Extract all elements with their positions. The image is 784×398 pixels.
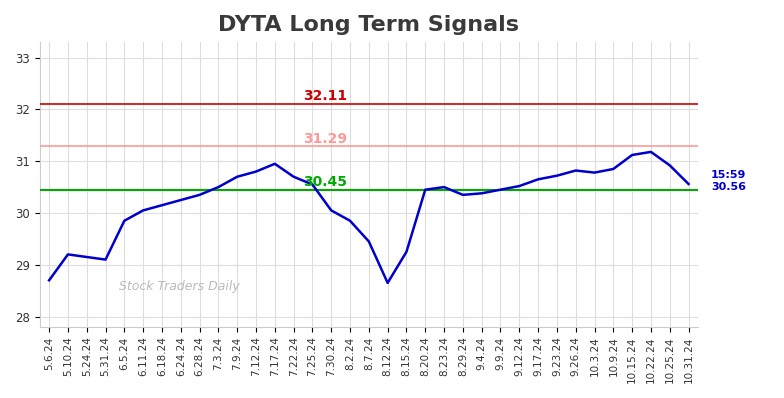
- Text: 30.45: 30.45: [303, 175, 347, 189]
- Text: 15:59: 15:59: [711, 170, 746, 180]
- Text: Stock Traders Daily: Stock Traders Daily: [118, 280, 239, 293]
- Text: 30.56: 30.56: [711, 182, 746, 192]
- Title: DYTA Long Term Signals: DYTA Long Term Signals: [218, 15, 519, 35]
- Text: 32.11: 32.11: [303, 89, 347, 103]
- Text: 31.29: 31.29: [303, 132, 347, 146]
